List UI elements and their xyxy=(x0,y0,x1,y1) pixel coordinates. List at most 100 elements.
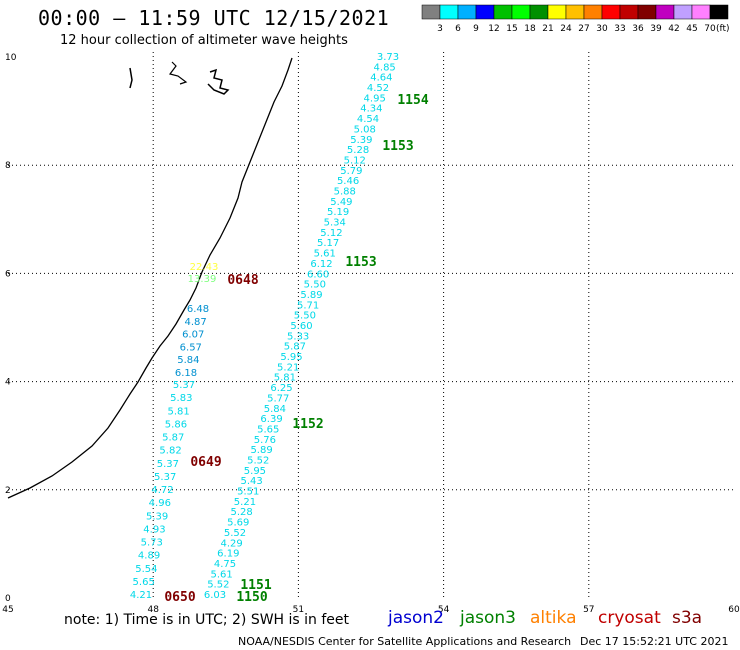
wave-height-label: 5.65 xyxy=(257,424,279,435)
colorbar-swatch xyxy=(457,4,477,20)
colorbar-swatch xyxy=(565,4,585,20)
colorbar-label: 39 xyxy=(650,24,662,34)
colorbar-label: 36 xyxy=(632,24,644,34)
wave-height-label: 5.49 xyxy=(330,197,352,208)
colorbar-label: 3 xyxy=(437,24,443,34)
x-tick-label: 48 xyxy=(147,605,159,615)
colorbar-swatch xyxy=(655,4,675,20)
colorbar-swatch xyxy=(439,4,459,20)
wave-height-label: 3.73 xyxy=(377,52,399,63)
footer-note: note: 1) Time is in UTC; 2) SWH is in fe… xyxy=(64,612,350,628)
wave-height-label: 5.12 xyxy=(344,155,366,166)
wave-height-label: 5.21 xyxy=(277,362,299,373)
wave-height-label: 5.19 xyxy=(327,207,349,218)
wave-height-label: 4.75 xyxy=(214,559,236,570)
legend-cryosat: cryosat xyxy=(598,608,661,628)
wave-height-label: 6.12 xyxy=(310,259,332,270)
wave-height-label: 5.37 xyxy=(157,459,179,470)
colorbar-swatch xyxy=(601,4,621,20)
wave-height-label: 6.25 xyxy=(270,383,292,394)
coastline xyxy=(7,57,293,499)
footer-timestamp: Dec 17 15:52:21 UTC 2021 xyxy=(580,635,729,648)
legend-jason3: jason3 xyxy=(460,608,516,628)
y-tick-label: 0 xyxy=(5,594,11,604)
wave-height-label: 5.69 xyxy=(227,518,249,529)
wave-height-label: 6.07 xyxy=(182,330,204,341)
wave-height-label: 5.84 xyxy=(264,404,286,415)
wave-height-label: 5.89 xyxy=(250,445,272,456)
wave-height-label: 5.43 xyxy=(240,476,262,487)
wave-height-label: 6.39 xyxy=(260,414,282,425)
y-tick-label: 2 xyxy=(5,486,11,496)
wave-height-label: 5.50 xyxy=(294,311,316,322)
pass-time-label: 0649 xyxy=(190,455,221,470)
wave-height-label: 4.95 xyxy=(364,93,386,104)
colorbar-label: 45 xyxy=(686,24,697,34)
wave-height-label: 5.54 xyxy=(135,564,157,575)
colorbar-label: 70 xyxy=(704,24,716,34)
wave-height-label: 5.33 xyxy=(287,331,309,342)
wave-height-label: 5.84 xyxy=(177,355,199,366)
island-outline xyxy=(129,67,133,89)
pass-time-label: 1153 xyxy=(382,139,413,154)
colorbar-swatch xyxy=(475,4,495,20)
legend-altika: altika xyxy=(530,608,577,628)
wave-height-label: 5.88 xyxy=(334,187,356,198)
colorbar-label: 42 xyxy=(668,24,679,34)
wave-height-label: 5.37 xyxy=(173,380,195,391)
colorbar-swatch xyxy=(637,4,657,20)
colorbar-swatch xyxy=(691,4,711,20)
x-tick-label: 45 xyxy=(2,605,13,615)
x-tick-label: 60 xyxy=(728,605,740,615)
wave-height-label: 5.50 xyxy=(304,280,326,291)
wave-height-label: 5.46 xyxy=(337,176,359,187)
pass-time-label: 0648 xyxy=(227,273,258,288)
legend-jason2: jason2 xyxy=(388,608,444,628)
legend-s3a: s3a xyxy=(672,608,703,628)
wave-height-label: 5.73 xyxy=(141,538,163,549)
pass-time-label: 1154 xyxy=(397,93,428,108)
colorbar-swatch xyxy=(529,4,549,20)
x-tick-label: 54 xyxy=(438,605,450,615)
pass-time-label: 0650 xyxy=(164,590,195,605)
pass-time-label: 1152 xyxy=(292,417,323,432)
wave-height-label: 4.29 xyxy=(221,538,243,549)
coastline-path xyxy=(7,57,293,499)
page-title: 00:00 – 11:59 UTC 12/15/2021 xyxy=(38,6,390,30)
colorbar-swatch xyxy=(709,4,729,20)
pass-time-label: 1153 xyxy=(345,255,376,270)
wave-height-label: 6.18 xyxy=(175,368,197,379)
altika-label: 22.43 xyxy=(190,262,219,273)
colorbar-label: 33 xyxy=(614,24,625,34)
wave-height-label: 5.61 xyxy=(314,249,336,260)
wave-height-label: 5.87 xyxy=(284,342,306,353)
wave-height-label: 4.52 xyxy=(367,83,389,94)
colorbar-label: 24 xyxy=(560,24,572,34)
wave-height-label: 6.60 xyxy=(307,269,329,280)
axis-ticks: 45 48 51 54 57 60 0 2 4 6 8 10 xyxy=(2,53,740,615)
wave-height-label: 4.93 xyxy=(143,524,165,535)
wave-height-label: 5.77 xyxy=(267,393,289,404)
wave-height-label: 5.81 xyxy=(167,406,189,417)
x-tick-label: 57 xyxy=(583,605,594,615)
colorbar-swatch xyxy=(493,4,513,20)
y-tick-label: 10 xyxy=(5,53,17,63)
wave-height-label: 5.12 xyxy=(320,228,342,239)
colorbar-swatch xyxy=(547,4,567,20)
page-subtitle: 12 hour collection of altimeter wave hei… xyxy=(60,33,348,48)
altimeter-tracks: 3.734.854.644.524.954.344.545.085.395.28… xyxy=(130,52,399,601)
wave-height-label: 6.19 xyxy=(217,549,239,560)
footer-credit: NOAA/NESDIS Center for Satellite Applica… xyxy=(238,635,572,648)
y-tick-label: 4 xyxy=(5,378,11,388)
wave-height-label: 5.87 xyxy=(162,433,184,444)
wave-height-label: 5.79 xyxy=(340,166,362,177)
colorbar-label: 15 xyxy=(506,24,517,34)
island-outline xyxy=(168,61,188,85)
wave-height-label: 5.37 xyxy=(154,472,176,483)
wave-height-label: 5.08 xyxy=(354,124,376,135)
colorbar-swatch xyxy=(673,4,693,20)
colorbar-swatch xyxy=(619,4,639,20)
colorbar-label: 12 xyxy=(488,24,499,34)
wave-height-label: 5.82 xyxy=(159,446,181,457)
